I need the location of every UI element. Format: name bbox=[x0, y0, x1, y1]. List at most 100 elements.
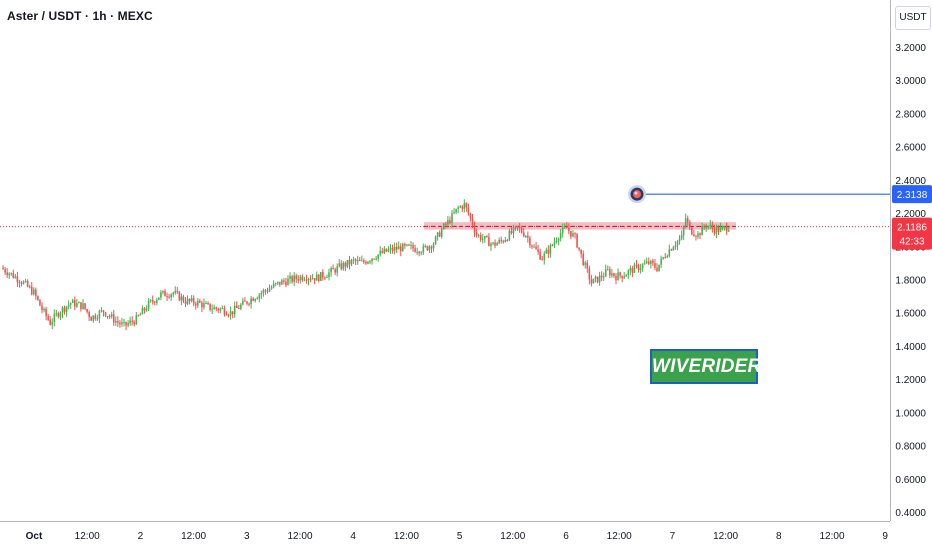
candle-body bbox=[211, 309, 213, 311]
candle-body bbox=[424, 246, 427, 248]
candle-body bbox=[295, 275, 297, 280]
candle-body bbox=[135, 315, 138, 325]
candle-body bbox=[110, 314, 113, 317]
candle-body bbox=[231, 311, 234, 315]
price-tick-label: 1.6000 bbox=[895, 309, 926, 320]
candle-body bbox=[598, 275, 601, 283]
target-icon[interactable] bbox=[628, 185, 646, 204]
candle-body bbox=[30, 286, 33, 295]
candle-body bbox=[535, 246, 537, 250]
candle-body bbox=[629, 268, 632, 271]
candle-body bbox=[406, 244, 408, 246]
candle-body bbox=[574, 233, 576, 235]
candle-body bbox=[684, 218, 687, 227]
price-axis[interactable]: 3.20003.00002.80002.60002.40002.20002.00… bbox=[895, 43, 926, 519]
candle-body bbox=[371, 258, 373, 262]
price-tick-label: 1.4000 bbox=[895, 342, 926, 353]
candle-body bbox=[361, 260, 363, 262]
candle-body bbox=[145, 309, 148, 311]
candle-body bbox=[473, 225, 476, 233]
time-tick-label: 12:00 bbox=[607, 531, 632, 542]
price-tick-label: 0.8000 bbox=[895, 442, 926, 453]
candle-body bbox=[90, 317, 92, 321]
candle-body bbox=[658, 264, 660, 271]
candle-body bbox=[246, 301, 248, 304]
currency-unit-button[interactable]: USDT bbox=[895, 6, 931, 30]
candle-body bbox=[287, 278, 289, 286]
candle-body bbox=[20, 282, 23, 284]
candle-body bbox=[221, 308, 224, 310]
candle-body bbox=[328, 272, 330, 278]
candle-body bbox=[2, 267, 4, 270]
candle-body bbox=[344, 262, 347, 267]
candle-body bbox=[568, 227, 570, 231]
candle-body bbox=[223, 308, 226, 315]
candle-body bbox=[12, 272, 15, 278]
candle-body bbox=[166, 296, 168, 298]
price-tick-label: 3.2000 bbox=[895, 43, 926, 54]
candle-body bbox=[256, 298, 259, 300]
candle-body bbox=[656, 267, 658, 271]
candle-body bbox=[604, 269, 607, 277]
candle-body bbox=[475, 232, 478, 236]
candle-body bbox=[84, 303, 86, 310]
candle-body bbox=[59, 313, 62, 317]
candle-body bbox=[559, 233, 562, 239]
candle-body bbox=[492, 242, 494, 244]
candle-body bbox=[244, 300, 246, 302]
candle-body bbox=[8, 273, 10, 276]
candle-body bbox=[162, 290, 164, 293]
candle-body bbox=[477, 234, 480, 236]
candle-body bbox=[69, 303, 72, 305]
price-tick-label: 3.0000 bbox=[895, 76, 926, 87]
candle-body bbox=[260, 293, 263, 295]
candle-body bbox=[432, 244, 435, 249]
candle-body bbox=[74, 300, 76, 307]
candle-body bbox=[666, 256, 669, 258]
candle-body bbox=[377, 254, 379, 259]
candle-body bbox=[680, 235, 683, 239]
candle-body bbox=[375, 258, 377, 260]
candle-body bbox=[645, 261, 648, 264]
candle-body bbox=[399, 246, 402, 252]
time-tick-label: 8 bbox=[776, 531, 782, 542]
candle-body bbox=[39, 299, 41, 306]
candle-body bbox=[24, 281, 27, 283]
candle-body bbox=[725, 226, 728, 232]
candle-body bbox=[143, 308, 146, 311]
candle-body bbox=[504, 240, 507, 242]
candle-body bbox=[408, 244, 410, 246]
candle-body bbox=[147, 301, 150, 310]
candle-body bbox=[311, 278, 314, 280]
time-axis[interactable]: Oct 12:00 2 12:00 3 12:00 4 12:00 5 12:00 6 12:00 7 1… bbox=[26, 531, 889, 542]
candle-body bbox=[580, 249, 582, 254]
candle-body bbox=[250, 298, 252, 304]
candle-body bbox=[115, 321, 117, 323]
candle-body bbox=[16, 276, 19, 283]
candle-body bbox=[121, 322, 123, 325]
time-tick-label: 5 bbox=[457, 531, 463, 542]
candle-body bbox=[194, 303, 197, 306]
candle-body bbox=[469, 213, 472, 218]
candle-body bbox=[176, 290, 179, 292]
candle-body bbox=[26, 281, 29, 287]
candle-body bbox=[381, 250, 384, 253]
candle-body bbox=[539, 251, 541, 260]
candle-body bbox=[592, 278, 595, 284]
candle-body bbox=[436, 232, 439, 237]
time-tick-label: 12:00 bbox=[819, 531, 844, 542]
candle-body bbox=[430, 246, 433, 249]
candle-body bbox=[533, 246, 535, 248]
candle-body bbox=[545, 249, 548, 254]
candle-body bbox=[467, 207, 470, 214]
candle-body bbox=[426, 246, 429, 251]
candle-body bbox=[4, 269, 6, 273]
candle-body bbox=[549, 245, 552, 254]
candle-body bbox=[451, 213, 453, 224]
candle-body bbox=[689, 222, 691, 228]
candle-body bbox=[397, 246, 400, 250]
candle-body bbox=[584, 262, 587, 265]
candle-body bbox=[502, 240, 505, 242]
candle-body bbox=[727, 230, 730, 232]
